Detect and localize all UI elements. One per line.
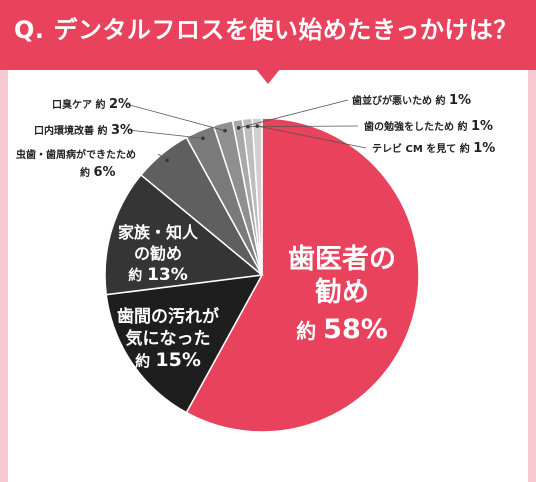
title-bar: Q. デンタルフロスを使い始めたきっかけは？ — [0, 0, 536, 70]
callout-label-7: 歯並びが悪いため 約 1% — [352, 93, 471, 108]
slice-label-1: 勧め — [315, 276, 369, 308]
slice-value-2: 約 15% — [135, 349, 201, 371]
callout-value-4: 約 6% — [80, 165, 116, 180]
callout-label-8: 歯の勉強をしたため 約 1% — [364, 119, 493, 134]
slice-label-1: 歯医者の — [288, 244, 396, 275]
pie-slice-1 — [185, 117, 420, 433]
slice-label-2: 気になった — [125, 328, 211, 349]
leader-line-9 — [257, 125, 367, 149]
slice-label-3: 家族・知人 — [118, 223, 199, 242]
callout-label-9: テレビ CM を見て 約 1% — [372, 141, 495, 156]
leader-line-6 — [125, 103, 226, 132]
slice-value-1: 約 58% — [296, 314, 388, 345]
leader-line-7 — [238, 99, 349, 129]
callout-label-6: 口臭ケア 約 2% — [52, 97, 131, 112]
title-pointer — [255, 68, 281, 84]
callout-label-5: 口内環境改善 約 3% — [34, 123, 133, 138]
chart-title: Q. デンタルフロスを使い始めたきっかけは？ — [14, 16, 518, 44]
leader-line-8 — [247, 125, 359, 128]
callout-label-4: 虫歯・歯周病ができたため — [16, 148, 136, 161]
slice-label-3: の勧め — [134, 244, 182, 263]
pie-slice-2 — [105, 274, 264, 414]
pie-slice-9 — [251, 117, 263, 276]
leader-line-4 — [157, 153, 168, 161]
leader-dot-9 — [255, 124, 260, 128]
slice-label-2: 歯間の汚れが — [117, 306, 219, 327]
pie-slice-3 — [104, 173, 264, 296]
slice-value-3: 約 13% — [128, 265, 188, 285]
leader-line-5 — [127, 129, 203, 139]
